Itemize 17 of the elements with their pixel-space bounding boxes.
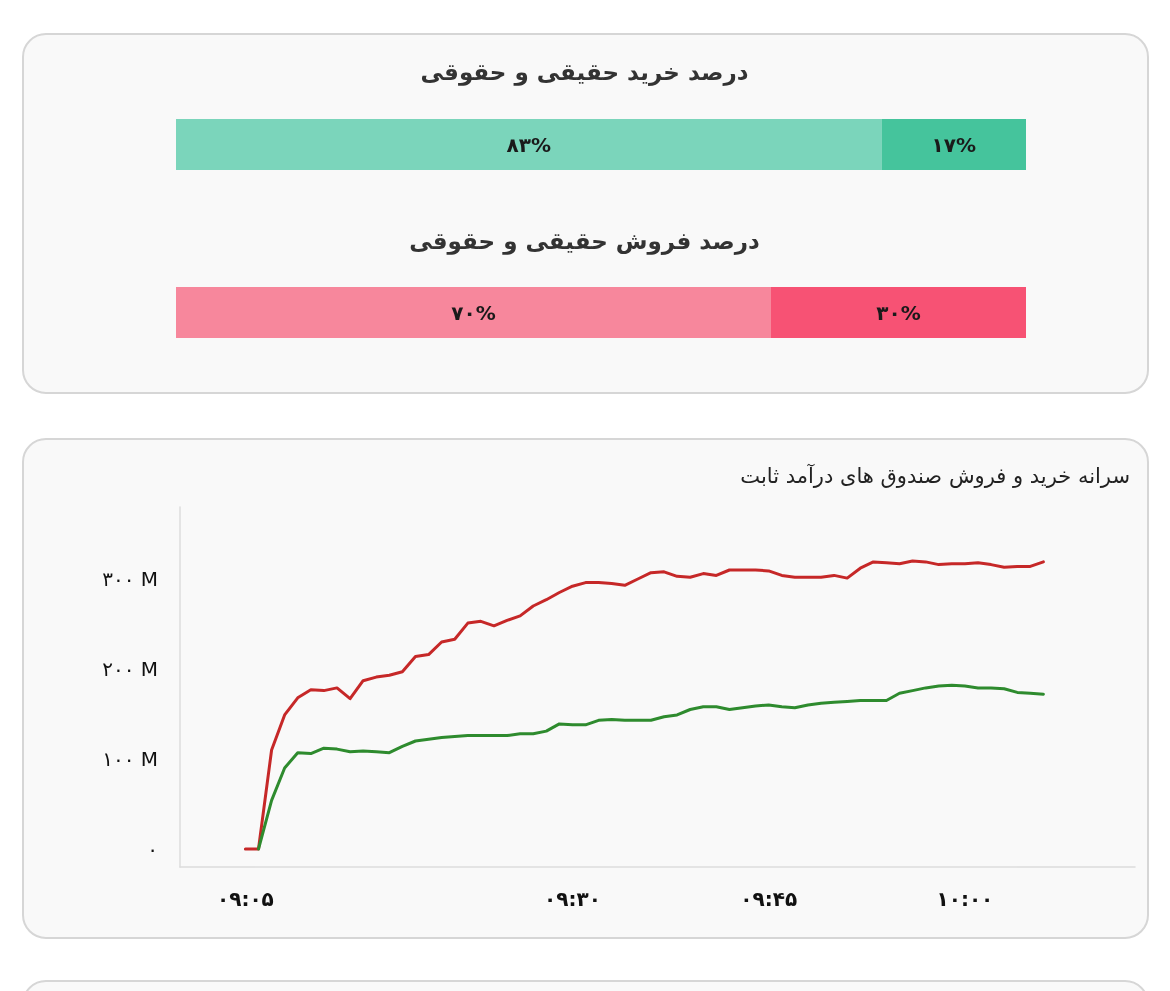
- y-tick-label: ۰: [147, 837, 158, 861]
- data-label: ۸۳%: [506, 132, 551, 157]
- x-tick-label: ۰۹:۳۰: [544, 887, 601, 911]
- y-tick-label: ۱۰۰ M: [102, 747, 158, 771]
- line-series: [256, 683, 1045, 851]
- y-tick-label: ۲۰۰ M: [102, 657, 158, 681]
- x-tick-label: ۱۰:۰۰: [936, 887, 994, 911]
- data-label: ۷۰%: [451, 300, 496, 325]
- y-tick-label: ۳۰۰ M: [102, 567, 158, 591]
- data-label: ۱۷%: [931, 132, 976, 157]
- x-tick-label: ۰۹:۰۵: [216, 887, 274, 911]
- data-label: ۳۰%: [876, 300, 921, 325]
- x-tick-label: ۰۹:۴۵: [740, 887, 798, 911]
- chart-title: درصد فروش حقیقی و حقوقی: [409, 227, 760, 255]
- line-series: [243, 559, 1045, 851]
- chart-title: سرانه خرید و فروش صندوق های درآمد ثابت: [740, 462, 1130, 488]
- chart-title: درصد خرید حقیقی و حقوقی: [420, 58, 749, 86]
